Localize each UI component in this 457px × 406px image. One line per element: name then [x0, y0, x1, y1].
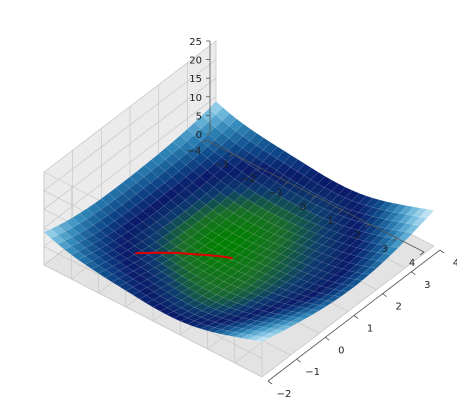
y-tick-label: 4 [453, 258, 457, 269]
descent-path [135, 251, 233, 260]
x-tick [256, 167, 261, 172]
descent-path-line [135, 251, 233, 260]
y-tick [411, 271, 416, 276]
y-tick [267, 380, 273, 385]
y-tick-label: 3 [424, 280, 430, 291]
x-tick [338, 209, 343, 214]
x-tick [419, 251, 425, 256]
x-tick-label: −4 [187, 146, 202, 157]
x-tick-label: −2 [241, 174, 256, 185]
x-tick [392, 237, 397, 242]
gridline-wall-z [43, 59, 217, 191]
gridline-wall-z [43, 40, 217, 173]
x-tick-label: 3 [382, 244, 388, 255]
z-tick-label: 15 [189, 74, 202, 85]
x-tick [365, 223, 370, 228]
z-tick-label: 25 [189, 37, 202, 48]
x-tick-label: 1 [327, 216, 333, 227]
y-tick [439, 249, 445, 254]
y-tick-label: 2 [395, 302, 401, 313]
surface-facet [419, 209, 435, 219]
x-tick-label: 0 [300, 202, 306, 213]
y-tick-label: −2 [277, 389, 292, 400]
y-tick-label: 1 [367, 324, 373, 335]
x-tick [201, 139, 207, 144]
x-tick-label: −3 [214, 160, 229, 171]
gridline-wall-z [43, 264, 263, 378]
x-tick [229, 153, 234, 158]
y-tick-label: 0 [338, 345, 344, 356]
y-tick-label: −1 [305, 367, 320, 378]
z-tick-label: 0 [196, 130, 202, 141]
y-tick [353, 315, 359, 319]
axis-lines [201, 40, 445, 385]
y-tick [382, 293, 387, 297]
y-tick [325, 337, 330, 341]
z-tick-label: 20 [189, 56, 202, 67]
x-tick-label: −1 [268, 188, 283, 199]
z-tick-label: 5 [196, 111, 202, 122]
z-tick-label: 10 [189, 93, 202, 104]
x-tick-label: 2 [354, 230, 360, 241]
x-tick [310, 195, 316, 200]
gridline-wall-z [43, 96, 217, 229]
y-tick [296, 358, 301, 363]
x-tick-label: 4 [409, 258, 415, 269]
x-tick [283, 181, 288, 186]
gridline-wall-z [43, 77, 217, 210]
